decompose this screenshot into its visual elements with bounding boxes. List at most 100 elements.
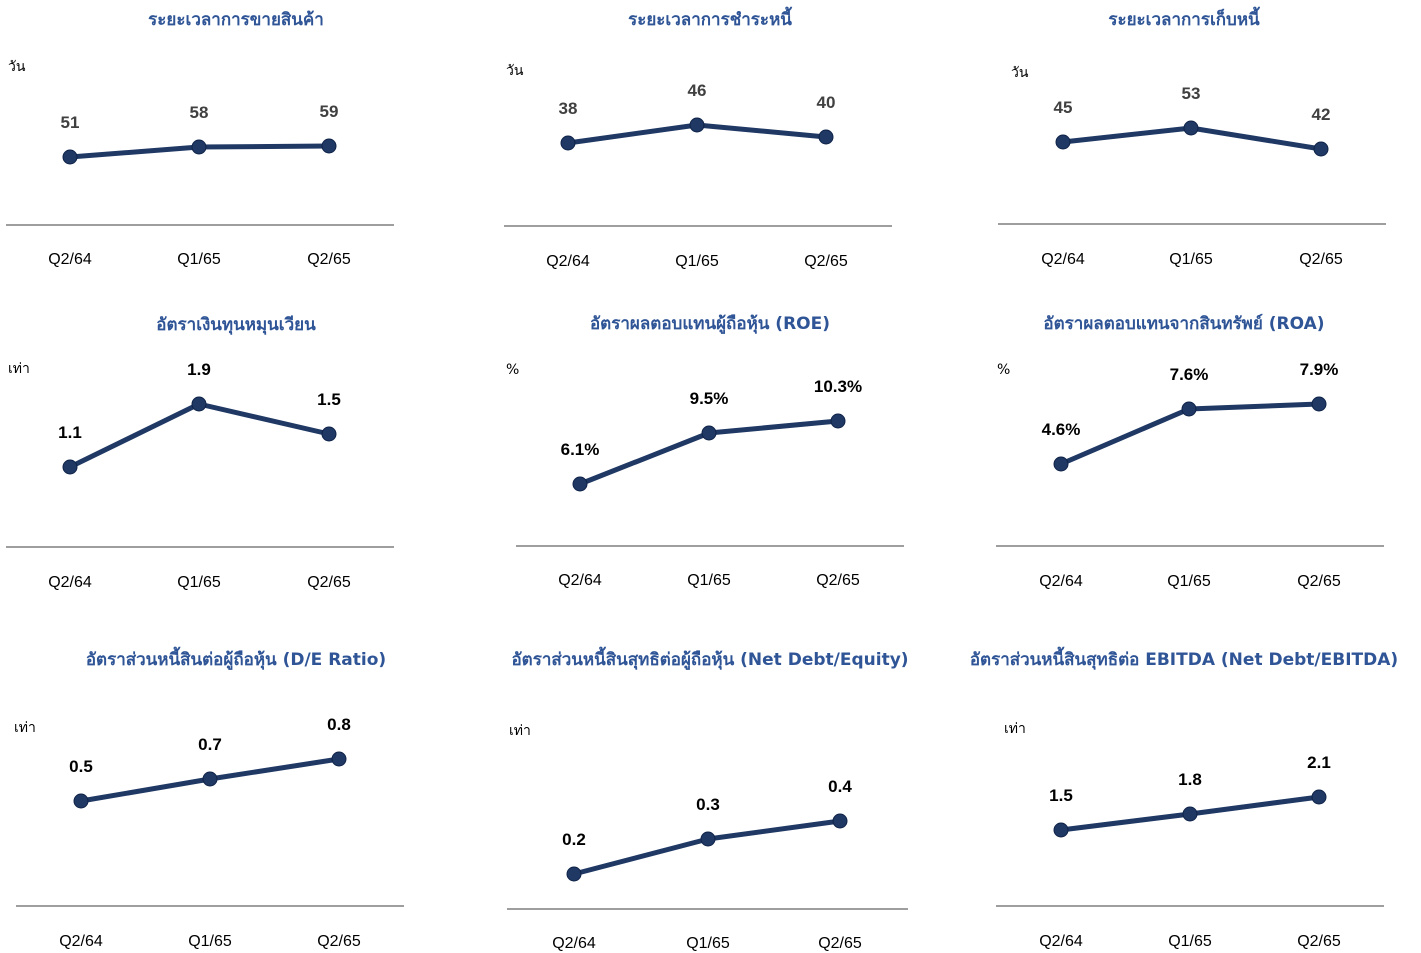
line-chart: ระยะเวลาการชำระหนี้วัน 38 Q2/64 46 Q1/65 40 Q2…: [504, 6, 892, 270]
x-tick-label: Q2/64: [48, 251, 92, 268]
x-tick-label: Q2/65: [804, 253, 848, 270]
x-tick-label: Q2/64: [48, 574, 92, 591]
y-unit-label: วัน: [8, 59, 26, 75]
chart-panel: ระยะเวลาการขายสินค้า วัน 51 Q2/64 58 Q1/65 59 Q…: [0, 0, 473, 317]
data-point: [830, 413, 846, 429]
chart-panel: อัตราส่วนหนี้สินสุทธิต่อ EBITDA (Net Deb…: [948, 636, 1421, 953]
data-label: 1.8: [1178, 770, 1202, 789]
data-label: 6.1%: [561, 440, 600, 459]
data-point: [832, 813, 848, 829]
chart-panel: อัตราผลตอบแทนผู้ถือหุ้น (ROE)% 6.1% Q2/64 9…: [474, 313, 947, 635]
data-point: [191, 139, 207, 155]
x-tick-label: Q2/65: [317, 933, 361, 950]
x-tick-label: Q2/64: [558, 572, 602, 589]
data-point: [700, 831, 716, 847]
data-point: [62, 459, 78, 475]
x-tick-label: Q2/64: [552, 935, 596, 952]
x-tick-label: Q2/65: [816, 572, 860, 589]
y-unit-label: %: [997, 362, 1010, 378]
y-unit-label: เท่า: [14, 720, 36, 736]
y-unit-label: เท่า: [1004, 721, 1026, 737]
x-tick-label: Q2/64: [59, 933, 103, 950]
chart-title: ระยะเวลาการชำระหนี้: [628, 6, 792, 30]
data-point: [191, 396, 207, 412]
data-point: [572, 476, 588, 492]
y-unit-label: เท่า: [8, 361, 30, 377]
x-tick-label: Q1/65: [687, 572, 731, 589]
data-point: [1053, 456, 1069, 472]
chart-panel: อัตราส่วนหนี้สินสุทธิต่อผู้ถือหุ้น (Net …: [474, 636, 947, 953]
data-label: 46: [688, 81, 707, 100]
x-tick-label: Q2/65: [1297, 933, 1341, 950]
data-point: [1053, 822, 1069, 838]
chart-title: ระยะเวลาการขายสินค้า: [148, 10, 324, 30]
x-tick-label: Q2/65: [307, 574, 351, 591]
y-unit-label: %: [506, 362, 519, 378]
x-tick-label: Q1/65: [675, 253, 719, 270]
data-label: 45: [1054, 98, 1073, 117]
x-tick-label: Q1/65: [686, 935, 730, 952]
data-point: [689, 117, 705, 133]
data-point: [1055, 134, 1071, 150]
data-label: 9.5%: [690, 389, 729, 408]
chart-title: อัตราเงินทุนหมุนเวียน: [156, 314, 316, 335]
data-point: [1311, 396, 1327, 412]
data-label: 0.2: [562, 830, 586, 849]
x-tick-label: Q1/65: [188, 933, 232, 950]
x-tick-label: Q2/64: [1041, 251, 1085, 268]
line-chart: ระยะเวลาการเก็บหนี้วัน 45 Q2/64 53 Q1/65 42 Q2…: [998, 6, 1386, 268]
chart-panel: อัตราผลตอบแทนจากสินทรัพย์ (ROA)% 4.6% Q2/6…: [948, 313, 1421, 635]
data-point: [1311, 789, 1327, 805]
line-chart: อัตราส่วนหนี้สินต่อผู้ถือหุ้น (D/E Ratio…: [14, 646, 404, 950]
data-label: 0.3: [696, 795, 720, 814]
data-label: 53: [1182, 84, 1201, 103]
data-point: [62, 149, 78, 165]
chart-panel: ระยะเวลาการเก็บหนี้ วัน 45 Q2/64 53 Q1/65 42 Q2…: [948, 0, 1421, 317]
data-label: 7.6%: [1170, 365, 1209, 384]
y-unit-label: วัน: [1011, 65, 1029, 81]
data-point: [1181, 401, 1197, 417]
data-point: [566, 866, 582, 882]
line-chart: อัตราผลตอบแทนผู้ถือหุ้น (ROE)% 6.1% Q2/64 9…: [506, 313, 904, 589]
series-line: [573, 818, 841, 877]
data-label: 0.5: [69, 757, 93, 776]
y-unit-label: เท่า: [509, 723, 531, 739]
x-tick-label: Q2/64: [1039, 573, 1083, 590]
x-tick-label: Q2/65: [1297, 573, 1341, 590]
chart-title: อัตราส่วนหนี้สินสุทธิต่อ EBITDA (Net Deb…: [970, 646, 1398, 670]
line-chart: ระยะเวลาการขายสินค้าวัน 51 Q2/64 58 Q1/65 59 Q…: [6, 10, 394, 268]
data-label: 2.1: [1307, 753, 1331, 772]
x-tick-label: Q1/65: [1167, 573, 1211, 590]
data-label: 51: [61, 113, 80, 132]
x-tick-label: Q1/65: [1168, 933, 1212, 950]
data-point: [202, 771, 218, 787]
chart-title: ระยะเวลาการเก็บหนี้: [1108, 6, 1260, 30]
x-tick-label: Q2/65: [1299, 251, 1343, 268]
data-point: [560, 135, 576, 151]
y-unit-label: วัน: [506, 63, 524, 79]
chart-title: อัตราผลตอบแทนจากสินทรัพย์ (ROA): [1043, 313, 1324, 334]
series-line: [68, 401, 330, 470]
chart-title: อัตราผลตอบแทนผู้ถือหุ้น (ROE): [590, 313, 830, 335]
data-point: [331, 751, 347, 767]
x-tick-label: Q1/65: [177, 574, 221, 591]
x-tick-label: Q2/64: [1039, 933, 1083, 950]
data-label: 0.8: [327, 715, 351, 734]
line-chart: อัตราผลตอบแทนจากสินทรัพย์ (ROA)% 4.6% Q2/6…: [996, 313, 1384, 590]
chart-panel: ระยะเวลาการชำระหนี้ วัน 38 Q2/64 46 Q1/65 40 Q2…: [474, 0, 947, 317]
x-tick-label: Q2/64: [546, 253, 590, 270]
chart-panel: อัตราเงินทุนหมุนเวียน เท่า 1.1 Q2/64 1.9 Q1/6…: [0, 314, 473, 635]
data-label: 58: [190, 103, 209, 122]
data-label: 42: [1312, 105, 1331, 124]
x-tick-label: Q2/65: [307, 251, 351, 268]
data-label: 1.9: [187, 360, 211, 379]
chart-title: อัตราส่วนหนี้สินต่อผู้ถือหุ้น (D/E Ratio…: [86, 646, 386, 671]
data-label: 40: [817, 93, 836, 112]
data-label: 1.5: [1049, 786, 1073, 805]
data-point: [818, 129, 834, 145]
data-point: [321, 426, 337, 442]
data-point: [1183, 120, 1199, 136]
data-label: 59: [320, 102, 339, 121]
line-chart: อัตราส่วนหนี้สินสุทธิต่อ EBITDA (Net Deb…: [970, 646, 1398, 950]
